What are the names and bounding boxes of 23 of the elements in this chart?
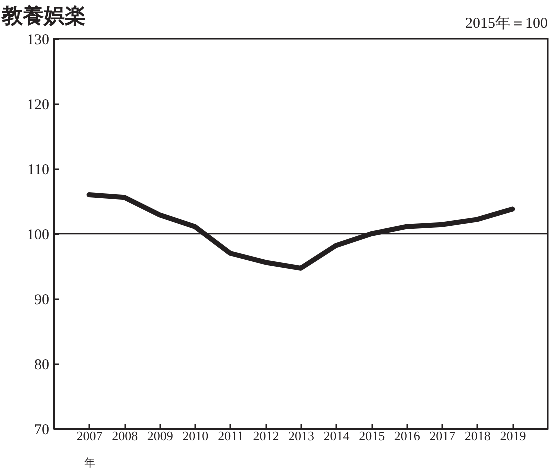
y-tick-label: 130	[27, 32, 50, 48]
x-tick-label: 2018	[464, 428, 491, 444]
y-tick-label: 100	[27, 228, 50, 244]
y-tick-label: 110	[28, 162, 50, 178]
y-tick-label: 80	[34, 358, 50, 374]
y-tick-label: 70	[34, 422, 50, 438]
x-tick-label: 2016	[394, 428, 421, 444]
x-tick-label: 2012	[253, 428, 280, 444]
x-tick-label: 2008	[112, 428, 138, 444]
x-tick-label: 2009	[147, 428, 174, 444]
x-tick-label: 2017	[430, 428, 456, 444]
x-tick-label: 2015	[359, 428, 386, 444]
x-tick-label: 2013	[288, 428, 314, 444]
y-tick-label: 120	[27, 98, 50, 114]
x-axis-title: 年	[84, 458, 96, 470]
text: 2015年＝100	[466, 15, 548, 32]
y-tick-label: 90	[34, 292, 50, 308]
x-tick-label: 2011	[218, 428, 244, 444]
x-tick-label: 2014	[324, 428, 350, 444]
x-tick-label: 2010	[182, 428, 209, 444]
chart-title: 教養娯楽	[1, 4, 86, 28]
x-tick-label: 2007	[76, 428, 104, 444]
x-tick-label: 2019	[500, 428, 526, 444]
